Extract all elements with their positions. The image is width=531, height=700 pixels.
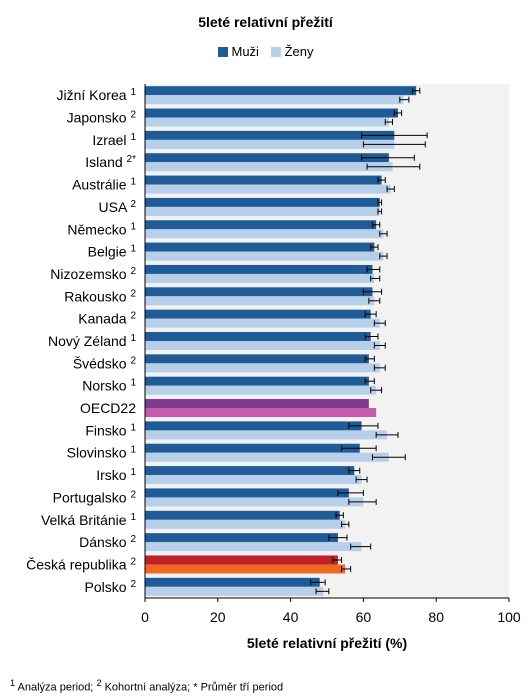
category-label: Jižní Korea 1 [57,87,137,103]
bar-women [145,363,380,373]
bar-women [145,117,389,127]
bar-men [145,197,380,207]
category-label: Portugalsko 2 [53,489,137,505]
bar-men [145,533,338,543]
bar-women [145,206,380,216]
bar-women [145,586,324,596]
x-tick-label: 0 [141,609,149,625]
bar-women [145,430,388,440]
bar-women [145,564,346,574]
category-label: Dánsko 2 [79,534,136,550]
bar-women [145,95,404,105]
bar-men [145,466,355,476]
x-tick-label: 80 [428,609,444,625]
chart-title: 5leté relativní přežití [198,14,333,30]
legend-item-men: Muži [217,44,259,59]
bar-women [145,162,393,172]
bar-women [145,296,375,306]
bar-men [145,220,377,230]
category-label: USA 2 [99,199,137,215]
legend-label-men: Muži [231,44,259,59]
bar-women [145,542,362,552]
category-label: Německo 1 [67,221,136,237]
category-label: Izrael 1 [92,132,136,148]
legend-swatch-women [270,47,281,57]
footnote: 1 Analýza period; 2 Kohortní analýza; * … [10,678,283,694]
bar-men [145,488,349,498]
category-label: Finsko 1 [85,422,136,438]
bar-women [145,184,391,194]
category-label: Polsko 2 [85,579,137,595]
bar-women [145,475,362,485]
footnote-text-1: Analýza period; [15,681,97,694]
bar-men [145,399,369,409]
x-tick-label: 100 [497,609,521,625]
category-label: OECD22 [80,400,136,416]
bar-women [145,251,384,261]
bar-men [145,421,362,431]
bar-women [145,318,380,328]
bar-men [145,264,373,274]
bar-women [145,408,377,418]
category-label: Nový Zéland 1 [48,333,136,349]
category-label: Rakousko 2 [64,288,136,304]
bar-men [145,130,395,140]
legend-item-women: Ženy [270,44,314,59]
bar-men [145,153,389,163]
bar-men [145,175,382,185]
bar-men [145,354,369,364]
x-tick-label: 60 [356,609,372,625]
x-tick-label: 20 [210,609,226,625]
bar-chart: Jižní Korea 1 Japonsko 2 Izrael 1 Island 2*… [26,84,521,651]
category-label: Česká republika 2 [26,556,136,572]
x-axis-title: 5leté relativní přežití (%) [247,635,407,651]
category-label: Kanada 2 [78,311,136,327]
bar-women [145,452,389,462]
bar-women [145,341,380,350]
x-tick-label: 40 [283,609,299,625]
bar-women [145,497,364,507]
bar-men [145,287,373,297]
bar-women [145,385,377,395]
category-label: Japonsko 2 [67,110,137,126]
bar-men [145,242,375,252]
bar-women [145,229,384,239]
bar-men [145,108,398,118]
category-label: Velká Británie 1 [41,512,137,528]
bar-women [145,519,346,529]
category-label: Švédsko 2 [73,355,137,371]
bar-men [145,376,369,386]
footnote-sup-2: 2 [96,678,102,688]
bar-women [145,139,395,149]
category-label: Island 2* [85,154,136,170]
category-label: Nizozemsko 2 [50,266,136,282]
category-label: Norsko 1 [82,378,136,394]
bar-men [145,577,320,587]
category-label: Slovinsko 1 [67,445,137,461]
legend: Muži Ženy [0,44,531,59]
category-label: Irsko 1 [96,467,136,483]
bar-men [145,510,340,520]
legend-swatch-men [217,47,228,57]
bar-men [145,555,338,565]
bar-women [145,273,375,283]
footnote-sup-1: 1 [10,678,16,688]
bar-men [145,86,417,96]
category-label: Belgie 1 [88,244,137,260]
legend-label-women: Ženy [284,44,314,59]
bar-men [145,443,360,453]
footnote-text-2: Kohortní analýza; * Průměr tří period [101,681,284,694]
category-label: Austrálie 1 [72,177,136,193]
bar-men [145,332,371,341]
bar-men [145,309,371,319]
